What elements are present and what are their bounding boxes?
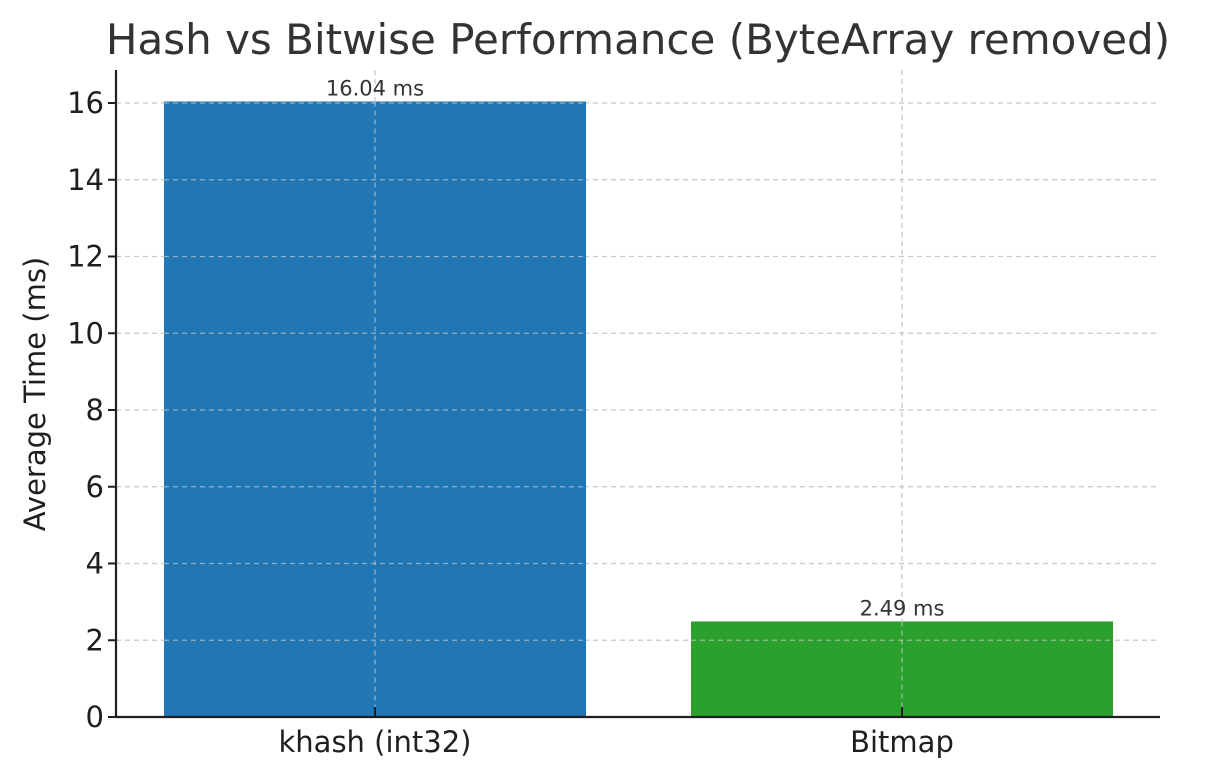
- y-tick-label: 6: [86, 470, 104, 504]
- y-tick-label: 2: [86, 623, 104, 657]
- y-tick-label: 4: [86, 547, 104, 581]
- bar-value-label: 16.04 ms: [326, 76, 424, 100]
- x-axis-ticks: khash (int32) Bitmap: [279, 707, 954, 759]
- axes: [114, 70, 1160, 719]
- y-tick-label: 8: [86, 393, 104, 427]
- y-tick-label: 10: [67, 316, 104, 350]
- y-axis-label: Average Time (ms): [18, 257, 52, 531]
- y-axis-ticks: 0 2 4 6 8 10 12 14 16: [67, 86, 116, 734]
- x-tick-label: khash (int32): [279, 725, 472, 759]
- y-tick-label: 0: [86, 700, 104, 734]
- x-tick-label: Bitmap: [850, 725, 954, 759]
- y-tick-label: 16: [67, 86, 104, 120]
- chart-title: Hash vs Bitwise Performance (ByteArray r…: [106, 15, 1170, 64]
- bar-value-label: 2.49 ms: [860, 596, 945, 620]
- y-tick-label: 14: [67, 163, 104, 197]
- y-tick-label: 12: [67, 240, 104, 274]
- bars: 16.04 ms 2.49 ms: [164, 76, 1113, 718]
